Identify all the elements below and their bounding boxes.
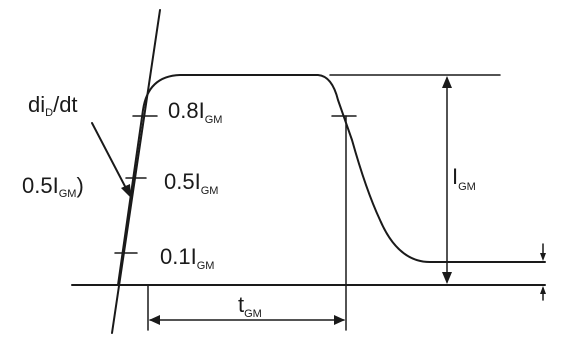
peak-current-label: IGM: [452, 164, 476, 193]
duration-label: tGM: [238, 292, 262, 320]
pulse-curve: [117, 74, 546, 286]
level-05-label: 0.5IGM: [164, 169, 218, 197]
didt-label: diD/dt: [28, 92, 78, 119]
didt-pointer-arrow: [91, 122, 129, 193]
duration-arrowhead-left: [149, 315, 160, 325]
tail-offset-arrow-top: [540, 253, 546, 261]
slope-tangent-line: [111, 9, 161, 334]
level-01-label: 0.1IGM: [160, 244, 214, 272]
duration-arrowhead-right: [334, 315, 345, 325]
peak-arrowhead-top: [442, 76, 452, 88]
peak-arrowhead-bottom: [442, 272, 452, 284]
didt-pointer-arrowhead: [121, 184, 131, 198]
level-08-label: 0.8IGM: [168, 98, 222, 126]
tail-offset-arrow-bottom: [540, 286, 546, 294]
half-gm-label: 0.5IGM): [22, 173, 84, 200]
